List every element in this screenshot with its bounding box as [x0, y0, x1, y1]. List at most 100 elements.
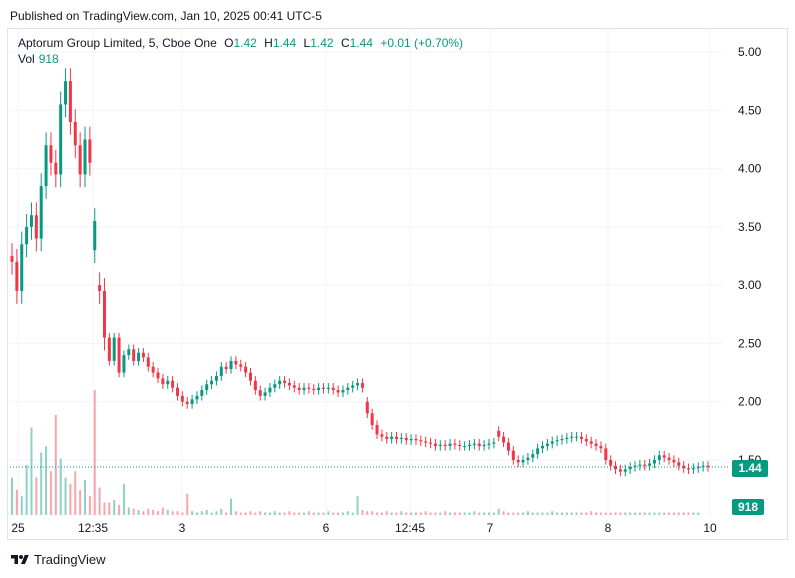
y-tick-label: 3.50 — [738, 220, 762, 234]
volume-bar — [570, 512, 573, 515]
x-tick-label: 8 — [605, 521, 612, 535]
candle-body — [365, 401, 369, 414]
volume-bar — [556, 512, 559, 515]
y-tick-label: 5.00 — [738, 45, 762, 59]
candle-body — [594, 443, 598, 447]
candle-body — [219, 366, 223, 377]
volume-bar — [405, 512, 408, 515]
candle-body — [88, 139, 92, 163]
candle-body — [448, 443, 452, 447]
candle-body — [244, 366, 248, 373]
candle-body — [214, 376, 218, 381]
volume-bar — [11, 477, 13, 515]
candle-body — [409, 439, 413, 441]
volume-bar — [64, 477, 67, 515]
candle-body — [506, 442, 510, 451]
volume-bar — [20, 496, 23, 515]
candle-body — [302, 387, 306, 391]
volume-bar — [380, 512, 383, 515]
open-value: 1.42 — [233, 36, 257, 50]
candle-body — [492, 442, 496, 444]
volume-bar — [147, 508, 150, 515]
volume-legend: Vol 918 — [18, 52, 59, 66]
candle-body — [429, 442, 433, 444]
volume-bar — [468, 512, 471, 515]
volume-bar — [118, 505, 121, 515]
volume-bar — [166, 510, 169, 515]
chart-frame[interactable] — [7, 28, 788, 540]
volume-bar — [502, 511, 505, 515]
candle-body — [10, 256, 14, 262]
y-tick-label: 2.00 — [738, 395, 762, 409]
candle-body — [390, 436, 394, 440]
candle-body — [117, 337, 121, 373]
candle-body — [419, 440, 423, 442]
candle-body — [253, 380, 257, 391]
volume-bar — [400, 511, 403, 515]
candle-body — [550, 441, 554, 444]
volume-bar — [614, 512, 617, 515]
candle-body — [15, 261, 19, 291]
candle-body — [623, 469, 627, 472]
footer-brand[interactable]: TradingView — [10, 552, 106, 567]
candle-body — [190, 399, 194, 405]
volume-bar — [161, 507, 164, 515]
volume-bar — [74, 471, 77, 515]
candle-body — [511, 450, 515, 460]
volume-bar — [580, 512, 583, 515]
symbol-legend: Aptorum Group Limited, 5, Cboe One O1.42… — [18, 36, 467, 50]
candle-body — [628, 466, 632, 470]
volume-bar — [414, 512, 417, 515]
candle-body — [638, 464, 642, 466]
volume-bar — [672, 512, 675, 515]
volume-bar — [531, 512, 534, 515]
candle-body — [652, 460, 656, 464]
volume-bar — [142, 511, 145, 515]
volume-bar — [220, 508, 223, 515]
candle-body — [263, 392, 267, 396]
footer-brand-label: TradingView — [34, 552, 106, 567]
candle-body — [107, 337, 111, 361]
candle-body — [687, 468, 691, 470]
candle-body — [682, 465, 686, 469]
volume-bar — [687, 512, 690, 515]
volume-bar — [585, 512, 588, 515]
candle-body — [555, 440, 559, 442]
volume-bar — [463, 512, 466, 515]
candle-body — [424, 441, 428, 443]
volume-bar — [88, 496, 91, 515]
volume-bar — [40, 452, 43, 515]
volume-bar — [273, 511, 276, 515]
symbol-title: Aptorum Group Limited, 5, Cboe One — [18, 36, 217, 50]
volume-bar — [15, 490, 18, 515]
volume-bar — [595, 512, 598, 515]
volume-bar — [195, 512, 198, 515]
candle-body — [618, 469, 622, 472]
volume-bar — [25, 465, 28, 515]
volume-bar — [677, 512, 680, 515]
volume-bar — [298, 512, 301, 515]
x-tick-label: 12:45 — [395, 521, 425, 535]
low-value: 1.42 — [310, 36, 334, 50]
volume-bar — [264, 512, 267, 515]
published-note: Published on TradingView.com, Jan 10, 20… — [10, 9, 322, 23]
candle-body — [68, 81, 72, 122]
volume-bar — [434, 512, 437, 515]
volume-bar — [663, 512, 666, 515]
y-tick-label: 4.50 — [738, 103, 762, 117]
volume-bar — [478, 512, 481, 515]
volume-bar — [638, 512, 641, 515]
high-value: 1.44 — [272, 36, 297, 50]
candle-body — [545, 443, 549, 447]
close-value: 1.44 — [349, 36, 373, 50]
candle-body — [599, 446, 603, 449]
candle-body — [73, 121, 77, 146]
candle-body — [560, 439, 564, 441]
candle-body — [54, 162, 58, 175]
candle-body — [141, 352, 145, 358]
volume-bar — [487, 512, 490, 515]
volume-bar — [633, 512, 636, 515]
last-volume-badge: 918 — [732, 499, 764, 515]
close-label: C — [340, 36, 350, 50]
